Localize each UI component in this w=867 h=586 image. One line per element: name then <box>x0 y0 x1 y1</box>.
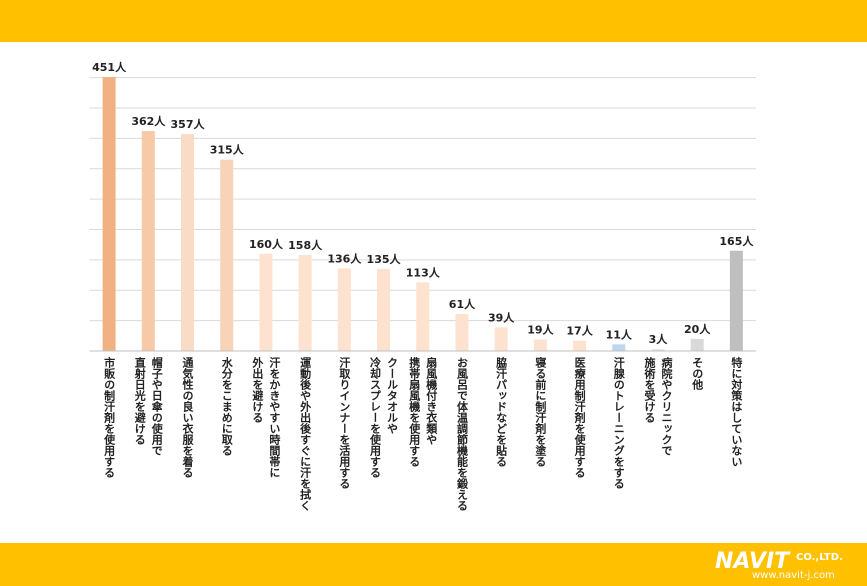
value-label: 135人 <box>367 252 402 266</box>
top-band <box>0 0 867 42</box>
x-tick-label: 扇風機付き衣類や 携帯扇風機を使用する <box>407 357 438 467</box>
x-tick-label: 通気性の良い衣服を着る <box>181 357 194 478</box>
x-tick-label: 寝る前に制汗剤を塗る <box>533 357 547 467</box>
bottom-band <box>0 543 867 586</box>
value-label: 17人 <box>566 324 593 338</box>
url: www.navit-j.com <box>752 570 835 581</box>
bar <box>729 250 743 351</box>
x-tick-label: 汗腺のトレーニングをする <box>612 357 626 489</box>
bar <box>259 253 273 351</box>
bar <box>573 340 587 351</box>
value-label: 160人 <box>249 237 284 251</box>
value-label: 362人 <box>131 114 166 128</box>
value-label: 357人 <box>171 117 206 131</box>
bar <box>455 313 469 351</box>
bar <box>377 268 391 351</box>
bar <box>102 76 116 352</box>
x-tick-label: 脇汗パッドなどを貼る <box>494 357 508 467</box>
value-label: 3人 <box>649 332 669 346</box>
x-tick-label: 汗をかきやすい時間帯に 外出を避ける <box>250 357 281 478</box>
value-label: 165人 <box>719 234 754 248</box>
bar <box>181 134 195 351</box>
x-tick-label: 運動後や外出後すぐに汗を拭く <box>298 357 312 511</box>
bar <box>690 338 704 351</box>
bar <box>533 339 547 351</box>
bar <box>612 344 626 351</box>
value-label: 451人 <box>92 60 127 74</box>
bar <box>651 349 665 351</box>
x-tick-label: 特に対策はしていない <box>729 357 743 467</box>
value-label: 19人 <box>527 322 554 336</box>
logo: NAVIT <box>715 549 791 574</box>
value-label: 315人 <box>210 143 245 157</box>
value-label: 113人 <box>406 265 441 279</box>
value-label: 39人 <box>488 310 515 324</box>
x-tick-label: その他 <box>690 357 704 390</box>
bar <box>494 327 508 351</box>
bar <box>337 268 351 351</box>
value-label: 20人 <box>684 322 711 336</box>
x-tick-label: 汗取りインナーを活用する <box>337 357 351 489</box>
bar <box>220 159 234 351</box>
x-tick-label: お風呂で体温調節機能を鍛える <box>455 357 469 511</box>
company: CO.,LTD. <box>796 552 843 563</box>
bar <box>416 282 430 351</box>
x-tick-label: 病院やクリニックで 施術を受ける <box>642 357 673 456</box>
value-label: 158人 <box>288 238 323 252</box>
bar <box>141 131 155 351</box>
bar <box>298 255 312 351</box>
x-tick-label: クールタオルや 冷却スプレーを使用する <box>368 357 399 478</box>
value-label: 11人 <box>606 327 633 341</box>
x-tick-label: 帽子や日傘の使用で 直射日光を避ける <box>133 357 164 456</box>
value-label: 136人 <box>327 251 362 265</box>
x-tick-label: 市販の制汗剤を使用する <box>102 357 116 478</box>
x-tick-label: 水分をこまめに取る <box>220 357 234 456</box>
x-tick-label: 医療用制汗剤を使用する <box>573 357 587 478</box>
value-label: 61人 <box>449 297 476 311</box>
